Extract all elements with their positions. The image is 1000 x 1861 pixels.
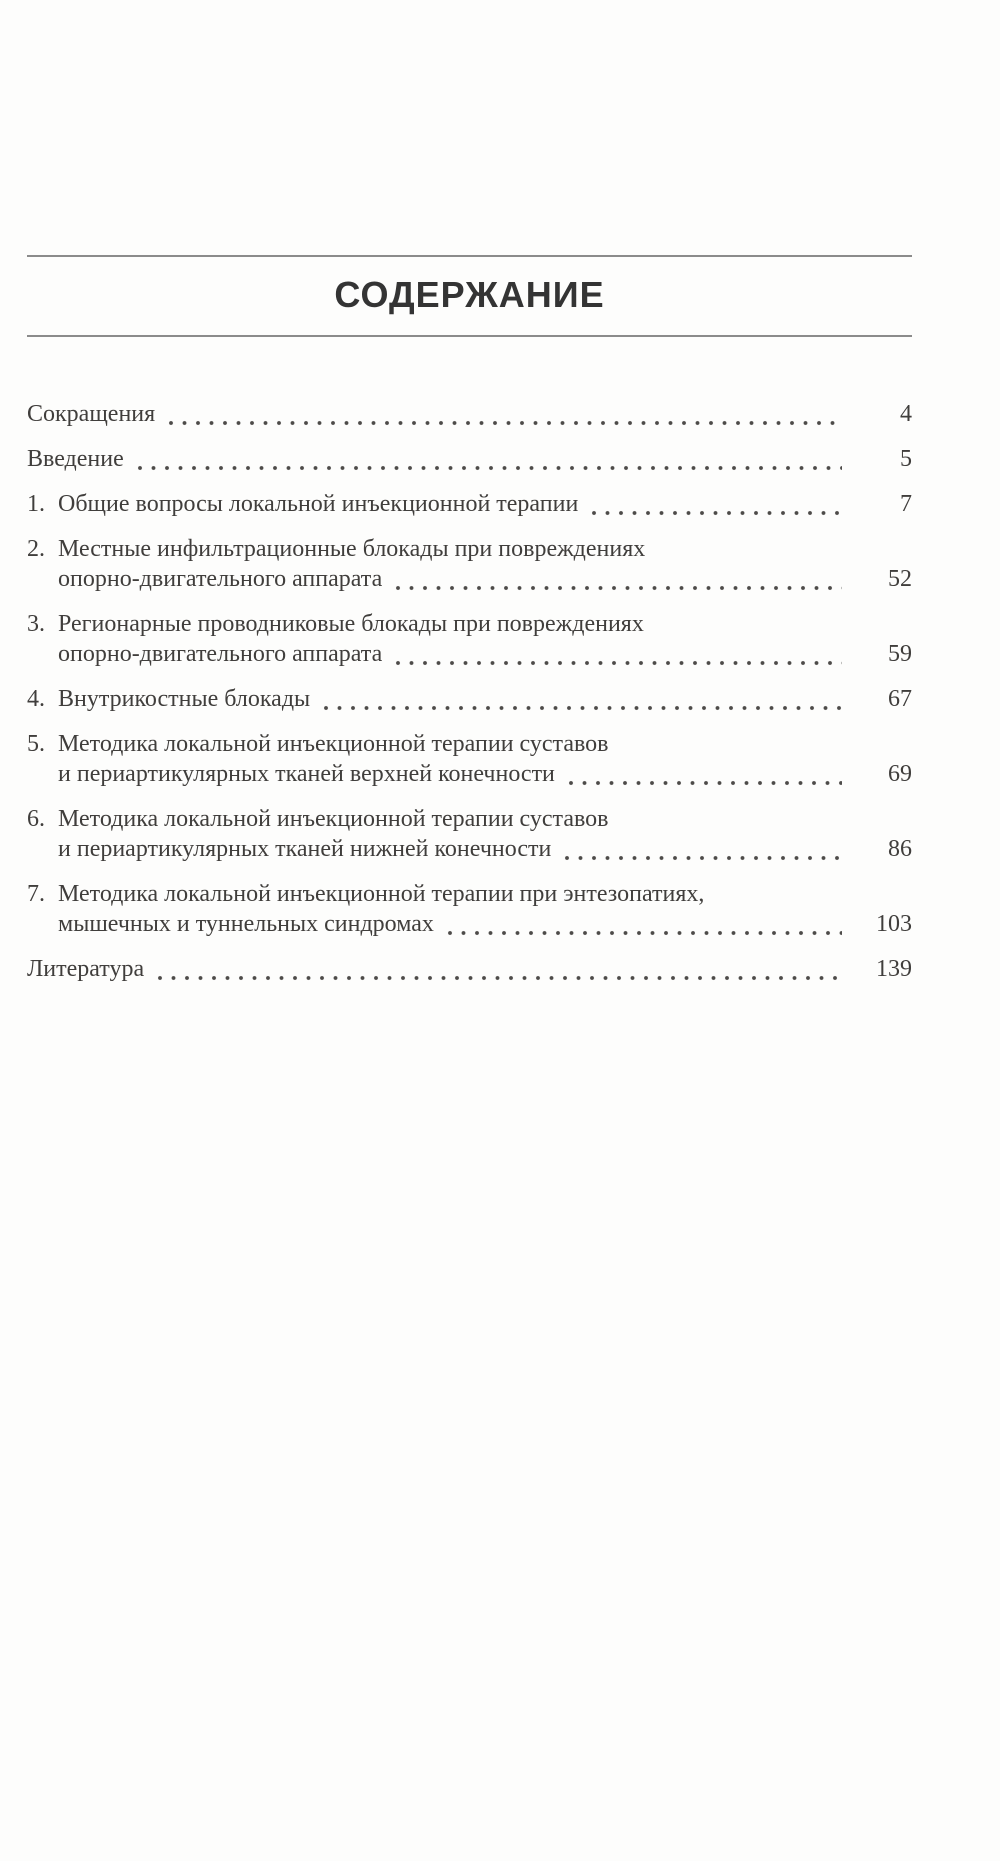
toc-entry-line: и периартикулярных тканей верхней конечн… — [27, 759, 912, 789]
toc-entry-number: 1. — [27, 491, 45, 517]
toc-entry: 2. Местные инфильтрационные блокады при п… — [27, 534, 912, 594]
toc-entry-line: мышечных и туннельных синдромах 103 — [27, 909, 912, 939]
toc-entry: Сокращения 4 — [27, 399, 912, 429]
page-number: 139 — [876, 956, 912, 982]
page-number: 86 — [888, 836, 912, 862]
toc-entry: 5. Методика локальной инъекционной терапи… — [27, 729, 912, 789]
toc-entry: 3. Регионарные проводниковые блокады при … — [27, 609, 912, 669]
toc-entry-number: 3. — [27, 611, 45, 637]
toc-entry: 6. Методика локальной инъекционной терапи… — [27, 804, 912, 864]
toc-entry-text: и периартикулярных тканей нижней конечно… — [58, 836, 552, 862]
toc-entry-line: опорно-двигательного аппарата 52 — [27, 564, 912, 594]
dot-leader — [588, 489, 842, 519]
dot-leader — [133, 444, 842, 474]
toc-entry-text: Введение — [27, 446, 124, 472]
page-number: 52 — [888, 566, 912, 592]
toc-entry-text: Внутрикостные блокады — [58, 686, 311, 712]
toc-entry-text: Литература — [27, 956, 145, 982]
toc-entry-line: 5. Методика локальной инъекционной терапи… — [27, 729, 912, 759]
page-number: 4 — [900, 401, 912, 427]
toc-entry: Введение 5 — [27, 444, 912, 474]
table-of-contents: Сокращения 4 Введение 5 1. Общие вопросы лока… — [27, 399, 912, 984]
page-number: 67 — [888, 686, 912, 712]
dot-leader — [564, 759, 842, 789]
toc-entry-text: и периартикулярных тканей верхней конечн… — [58, 761, 555, 787]
page-number: 103 — [876, 911, 912, 937]
toc-entry-line: 2. Местные инфильтрационные блокады при п… — [27, 534, 912, 564]
toc-entry-number: 7. — [27, 881, 45, 907]
page-title: СОДЕРЖАНИЕ — [334, 274, 605, 315]
toc-entry-text: Общие вопросы локальной инъекционной тер… — [58, 491, 579, 517]
page-content: СОДЕРЖАНИЕ Сокращения 4 Введение 5 1. Общие в… — [27, 255, 912, 984]
toc-entry-number: 4. — [27, 686, 45, 712]
dot-leader — [443, 909, 842, 939]
toc-entry-text: Методика локальной инъекционной терапии … — [58, 806, 609, 832]
toc-entry-line: Сокращения 4 — [27, 399, 912, 429]
toc-entry-line: Литература 139 — [27, 954, 912, 984]
toc-entry-text: Регионарные проводниковые блокады при по… — [58, 611, 644, 637]
page-number: 69 — [888, 761, 912, 787]
toc-entry: Литература 139 — [27, 954, 912, 984]
page-number: 5 — [900, 446, 912, 472]
dot-leader — [165, 399, 842, 429]
toc-entry-text: Методика локальной инъекционной терапии … — [58, 731, 609, 757]
toc-entry-line: и периартикулярных тканей нижней конечно… — [27, 834, 912, 864]
book-page: СОДЕРЖАНИЕ Сокращения 4 Введение 5 1. Общие в… — [0, 255, 1000, 1861]
toc-entry-text: опорно-двигательного аппарата — [58, 566, 383, 592]
toc-entry-number: 5. — [27, 731, 45, 757]
dot-leader — [320, 684, 842, 714]
toc-entry-line: 4. Внутрикостные блокады 67 — [27, 684, 912, 714]
toc-entry-line: 1. Общие вопросы локальной инъекционной т… — [27, 489, 912, 519]
toc-entry-line: Введение 5 — [27, 444, 912, 474]
dot-leader — [561, 834, 842, 864]
toc-entry-text: опорно-двигательного аппарата — [58, 641, 383, 667]
toc-entry-line: 6. Методика локальной инъекционной терапи… — [27, 804, 912, 834]
dot-leader — [392, 639, 842, 669]
dot-leader — [154, 954, 842, 984]
toc-entry: 4. Внутрикостные блокады 67 — [27, 684, 912, 714]
toc-entry-text: Методика локальной инъекционной терапии … — [58, 881, 705, 907]
page-number: 59 — [888, 641, 912, 667]
toc-entry-line: 7. Методика локальной инъекционной терапи… — [27, 879, 912, 909]
toc-entry-number: 2. — [27, 536, 45, 562]
toc-entry-line: 3. Регионарные проводниковые блокады при … — [27, 609, 912, 639]
toc-entry: 1. Общие вопросы локальной инъекционной т… — [27, 489, 912, 519]
toc-entry-text: Местные инфильтрационные блокады при пов… — [58, 536, 646, 562]
toc-entry-line: опорно-двигательного аппарата 59 — [27, 639, 912, 669]
toc-entry-number: 6. — [27, 806, 45, 832]
contents-header: СОДЕРЖАНИЕ — [27, 255, 912, 337]
page-number: 7 — [900, 491, 912, 517]
toc-entry-text: Сокращения — [27, 401, 156, 427]
dot-leader — [392, 564, 842, 594]
toc-entry-text: мышечных и туннельных синдромах — [58, 911, 434, 937]
toc-entry: 7. Методика локальной инъекционной терапи… — [27, 879, 912, 939]
